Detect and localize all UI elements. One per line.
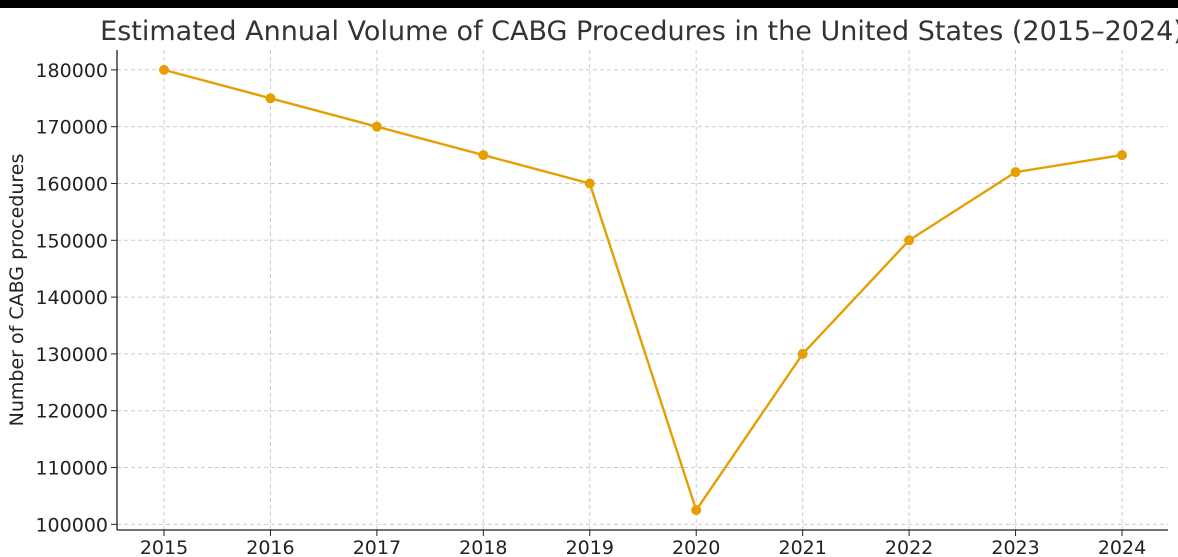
data-point bbox=[159, 64, 169, 75]
data-point bbox=[1117, 150, 1127, 161]
x-tick-label: 2019 bbox=[566, 537, 614, 557]
x-tick-label: 2023 bbox=[991, 537, 1039, 557]
x-tick-label: 2017 bbox=[353, 537, 401, 557]
y-tick-label: 100000 bbox=[35, 514, 108, 536]
data-point bbox=[797, 348, 808, 359]
data-point bbox=[691, 505, 702, 516]
x-tick-label: 2020 bbox=[672, 537, 720, 557]
series-line bbox=[163, 68, 1123, 513]
x-tick-label: 2022 bbox=[885, 537, 933, 557]
x-tick-label: 2021 bbox=[778, 537, 826, 557]
y-tick-label: 180000 bbox=[35, 60, 108, 82]
x-tick-label: 2018 bbox=[459, 537, 507, 557]
series bbox=[159, 64, 1127, 516]
chart-title: Estimated Annual Volume of CABG Procedur… bbox=[100, 16, 1178, 47]
data-point bbox=[904, 235, 915, 246]
tick-labels: 100000 110000 120000 130000 140000 150000 1600… bbox=[35, 60, 1146, 557]
data-point bbox=[478, 150, 489, 161]
y-tick-label: 170000 bbox=[35, 117, 108, 139]
y-tick-label: 110000 bbox=[35, 458, 108, 480]
y-tick-label: 150000 bbox=[35, 230, 108, 252]
x-tick-label: 2016 bbox=[246, 537, 294, 557]
data-point bbox=[1010, 167, 1021, 178]
y-tick-label: 120000 bbox=[35, 401, 108, 423]
x-tick-label: 2024 bbox=[1098, 537, 1146, 557]
data-point bbox=[584, 178, 595, 189]
y-tick-label: 160000 bbox=[35, 173, 108, 195]
y-tick-label: 130000 bbox=[35, 344, 108, 366]
x-tick-label: 2015 bbox=[140, 537, 188, 557]
y-axis-label: Number of CABG procedures bbox=[6, 154, 28, 427]
axes bbox=[111, 50, 1168, 536]
grid bbox=[117, 50, 1168, 530]
top-bar bbox=[0, 0, 1178, 8]
data-point bbox=[371, 121, 382, 132]
y-tick-label: 140000 bbox=[35, 287, 108, 309]
data-point bbox=[265, 93, 276, 104]
